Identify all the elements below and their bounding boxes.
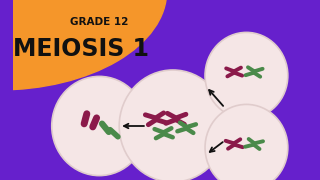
- Text: GRADE 12: GRADE 12: [70, 17, 128, 27]
- Ellipse shape: [205, 104, 288, 180]
- Ellipse shape: [52, 76, 147, 176]
- Circle shape: [0, 0, 167, 90]
- Ellipse shape: [205, 32, 288, 119]
- Ellipse shape: [119, 70, 227, 180]
- Text: MEIOSIS 1: MEIOSIS 1: [13, 37, 149, 61]
